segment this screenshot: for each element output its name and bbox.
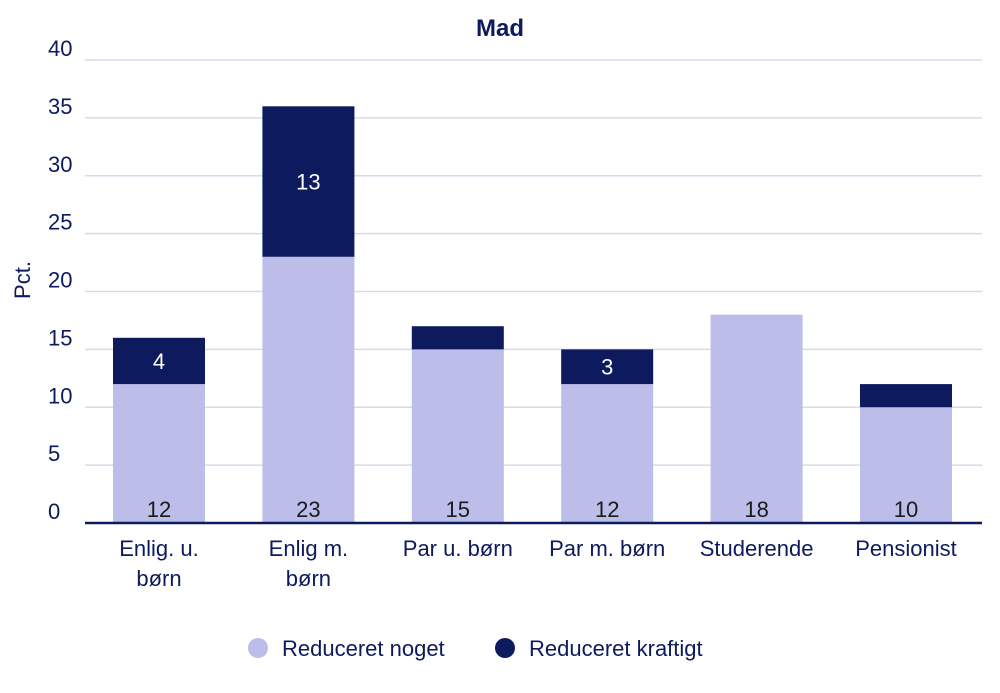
- y-tick-label: 5: [48, 441, 60, 466]
- bar-segment: [262, 106, 355, 257]
- data-label: 15: [446, 497, 470, 522]
- gridlines: [85, 59, 982, 466]
- bar-segment: [113, 337, 205, 385]
- x-tick-labels: Enlig. u. børn Enlig m. børn Par u. børn Par …: [119, 536, 957, 591]
- legend-marker: [248, 638, 268, 658]
- y-tick-label: 25: [48, 210, 72, 235]
- x-tick-label: Enlig m.: [269, 536, 348, 561]
- x-tick-label: Studerende: [700, 536, 814, 561]
- data-label: 23: [296, 497, 320, 522]
- bar-segment: [113, 384, 205, 523]
- y-tick-label: 20: [48, 268, 72, 293]
- data-label: 12: [595, 497, 619, 522]
- chart-title: Mad: [476, 15, 524, 42]
- y-tick-label: 40: [48, 36, 72, 61]
- y-tick-label: 10: [48, 383, 72, 408]
- data-label: 12: [147, 497, 171, 522]
- bar-segment: [860, 384, 952, 408]
- data-label: 18: [744, 497, 768, 522]
- data-label: 3: [601, 355, 613, 380]
- bar-segment: [561, 349, 654, 385]
- legend-marker: [495, 638, 515, 658]
- y-tick-label: 30: [48, 152, 72, 177]
- legend-label: Reduceret noget: [282, 636, 445, 661]
- data-label: 4: [153, 349, 165, 374]
- legend: Reduceret noget Reduceret kraftigt: [248, 636, 703, 661]
- y-tick-label: 0: [48, 499, 60, 524]
- bar-segment: [860, 407, 952, 523]
- x-tick-label: Par u. børn: [403, 536, 513, 561]
- y-tick-labels: 0 5 10 15 20 25 30 35 40: [48, 36, 72, 524]
- bar-segment: [411, 326, 504, 350]
- bar-segment: [262, 256, 355, 523]
- bar-segment: [561, 384, 654, 523]
- legend-label: Reduceret kraftigt: [529, 636, 703, 661]
- x-tick-label: børn: [286, 566, 331, 591]
- x-tick-label: Pensionist: [855, 536, 957, 561]
- data-label: 13: [296, 170, 320, 195]
- x-tick-label: Par m. børn: [549, 536, 665, 561]
- x-tick-label: Enlig. u.: [119, 536, 199, 561]
- y-axis-label: Pct.: [10, 261, 35, 299]
- y-tick-label: 15: [48, 325, 72, 350]
- bar-segment: [710, 314, 803, 523]
- data-label: 10: [894, 497, 918, 522]
- x-tick-label: børn: [136, 566, 181, 591]
- bar-segment: [411, 349, 504, 523]
- y-tick-label: 35: [48, 94, 72, 119]
- bars: 12 4 23 13 15 12 3 18 10: [113, 106, 952, 523]
